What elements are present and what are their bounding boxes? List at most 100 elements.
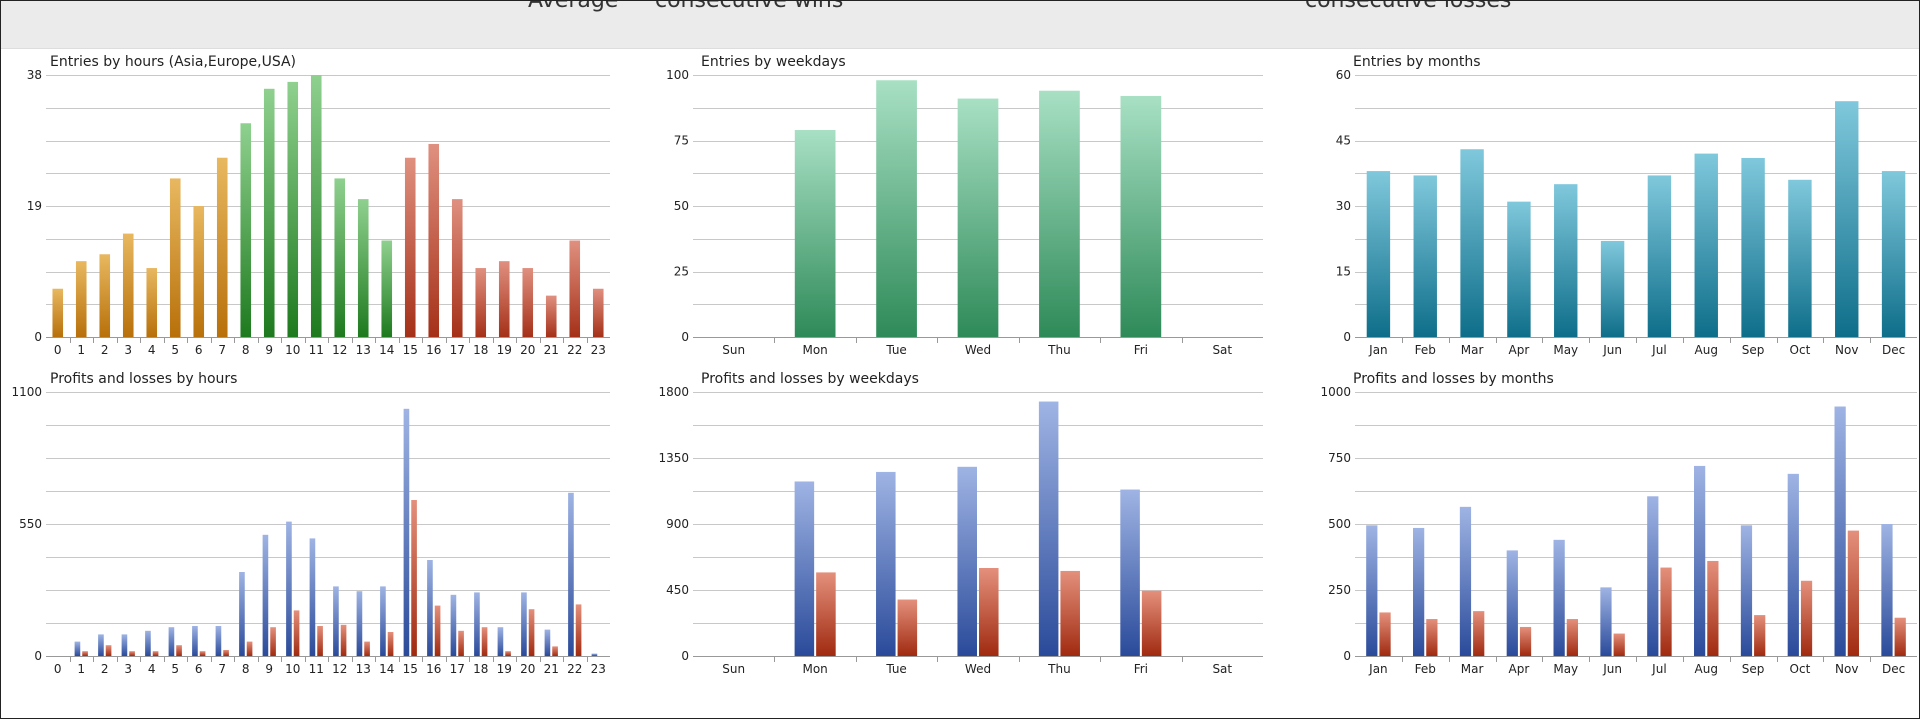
- x-tick-label: 23: [591, 662, 606, 676]
- x-tick-label: 14: [379, 662, 394, 676]
- loss-bar: [340, 624, 347, 656]
- profit-bar: [544, 629, 551, 656]
- bar: [1039, 90, 1080, 337]
- profit-bar: [521, 592, 527, 656]
- y-tick-label: 0: [34, 649, 42, 663]
- x-tick-label: Sep: [1742, 662, 1765, 676]
- x-tick-label: 22: [567, 343, 582, 357]
- x-tick-label: Mar: [1461, 343, 1484, 357]
- bar: [498, 261, 510, 337]
- x-tick-label: 13: [356, 662, 371, 676]
- profit-bar: [168, 627, 175, 656]
- x-tick-label: Mar: [1461, 662, 1484, 676]
- profit-bar: [591, 653, 598, 656]
- profit-bar: [215, 626, 222, 656]
- y-tick-label: 0: [1343, 330, 1351, 344]
- y-tick-label: 75: [674, 134, 689, 148]
- summary-strip: Average consecutive wins consecutive los…: [0, 0, 1920, 49]
- x-tick-label: 21: [544, 343, 559, 357]
- profit-bar: [1694, 465, 1706, 656]
- chart-svg: Profits and losses by weekdays 0 450 900 135…: [658, 371, 1263, 676]
- loss-bar: [897, 599, 918, 656]
- x-tick-label: 19: [497, 343, 512, 357]
- x-tick-label: May: [1553, 662, 1578, 676]
- x-tick-label: 17: [450, 662, 465, 676]
- loss-bar: [458, 630, 464, 656]
- bar: [569, 240, 581, 337]
- loss-bar: [1060, 570, 1080, 656]
- x-tick-label: 8: [242, 662, 250, 676]
- profit-bar: [145, 630, 151, 656]
- x-tick-label: 18: [473, 343, 488, 357]
- bar: [475, 268, 487, 337]
- loss-bar: [979, 568, 999, 656]
- y-tick-label: 0: [1343, 649, 1351, 663]
- loss-bar: [816, 572, 836, 656]
- y-tick-label: 550: [19, 517, 42, 531]
- y-tick-label: 0: [34, 330, 42, 344]
- loss-bar: [105, 645, 112, 656]
- bar: [334, 178, 346, 337]
- x-tick-label: Oct: [1790, 343, 1811, 357]
- entries-by-weekdays-chart: Entries by weekdays 0 25 50 75 100 Sun Mon Tue We…: [651, 50, 1266, 365]
- x-tick-label: 8: [242, 343, 250, 357]
- loss-bar: [481, 627, 488, 656]
- y-tick-label: 0: [681, 330, 689, 344]
- x-tick-label: 1: [77, 343, 85, 357]
- bar: [428, 143, 440, 337]
- x-tick-label: 15: [403, 343, 418, 357]
- x-tick-label: Jun: [1602, 343, 1622, 357]
- x-tick-label: Mon: [802, 343, 827, 357]
- x-tick-label: 3: [124, 343, 132, 357]
- bar: [545, 295, 557, 337]
- y-tick-label: 750: [1328, 451, 1351, 465]
- loss-bar: [552, 646, 558, 656]
- chart-title: Profits and losses by months: [1353, 371, 1554, 387]
- profit-bar: [121, 634, 128, 656]
- bar: [1460, 149, 1484, 337]
- x-tick-label: 16: [426, 662, 441, 676]
- bar: [1120, 95, 1162, 338]
- x-tick-label: Thu: [1047, 662, 1071, 676]
- loss-bar: [575, 604, 582, 656]
- y-tick-label: 100: [666, 68, 689, 82]
- profit-bar: [1366, 525, 1378, 656]
- bar: [1741, 157, 1765, 337]
- profit-bar: [192, 626, 198, 656]
- y-tick-label: 0: [681, 649, 689, 663]
- bar: [357, 199, 369, 337]
- chart-title: Entries by hours (Asia,Europe,USA): [50, 54, 296, 70]
- bar: [381, 240, 393, 337]
- bar: [146, 268, 158, 337]
- x-tick-label: Dec: [1882, 662, 1905, 676]
- bar: [404, 157, 416, 337]
- profit-bar: [1834, 406, 1846, 656]
- loss-bar: [1426, 619, 1438, 656]
- bar: [193, 206, 205, 337]
- bar: [1788, 179, 1812, 337]
- chart-svg: Profits and losses by months 0 250 500 750 10…: [1320, 371, 1917, 676]
- x-tick-label: 12: [332, 662, 347, 676]
- loss-bar: [364, 641, 370, 656]
- y-tick-label: 450: [666, 583, 689, 597]
- bar: [794, 130, 836, 337]
- profits-losses-by-months-chart: Profits and losses by months 0 250 500 750 10…: [1303, 367, 1920, 682]
- bar: [169, 178, 181, 337]
- loss-bar: [387, 632, 394, 656]
- chart-svg: Entries by months 0 15 30 45 60 Jan Feb Mar Apr Ma…: [1336, 54, 1917, 357]
- profit-bar: [403, 408, 410, 656]
- x-tick-label: Jul: [1651, 662, 1666, 676]
- x-tick-label: Feb: [1415, 662, 1436, 676]
- x-tick-label: 14: [379, 343, 394, 357]
- profit-bar: [1787, 473, 1799, 656]
- loss-bar: [411, 500, 417, 656]
- chart-title: Profits and losses by weekdays: [701, 371, 919, 387]
- x-tick-label: 16: [426, 343, 441, 357]
- x-tick-label: 6: [195, 662, 203, 676]
- x-tick-label: Jan: [1368, 662, 1388, 676]
- x-tick-label: Nov: [1835, 343, 1858, 357]
- x-tick-label: Aug: [1695, 343, 1718, 357]
- bar: [240, 123, 252, 338]
- profit-bar: [1600, 587, 1612, 656]
- profit-bar: [309, 538, 316, 656]
